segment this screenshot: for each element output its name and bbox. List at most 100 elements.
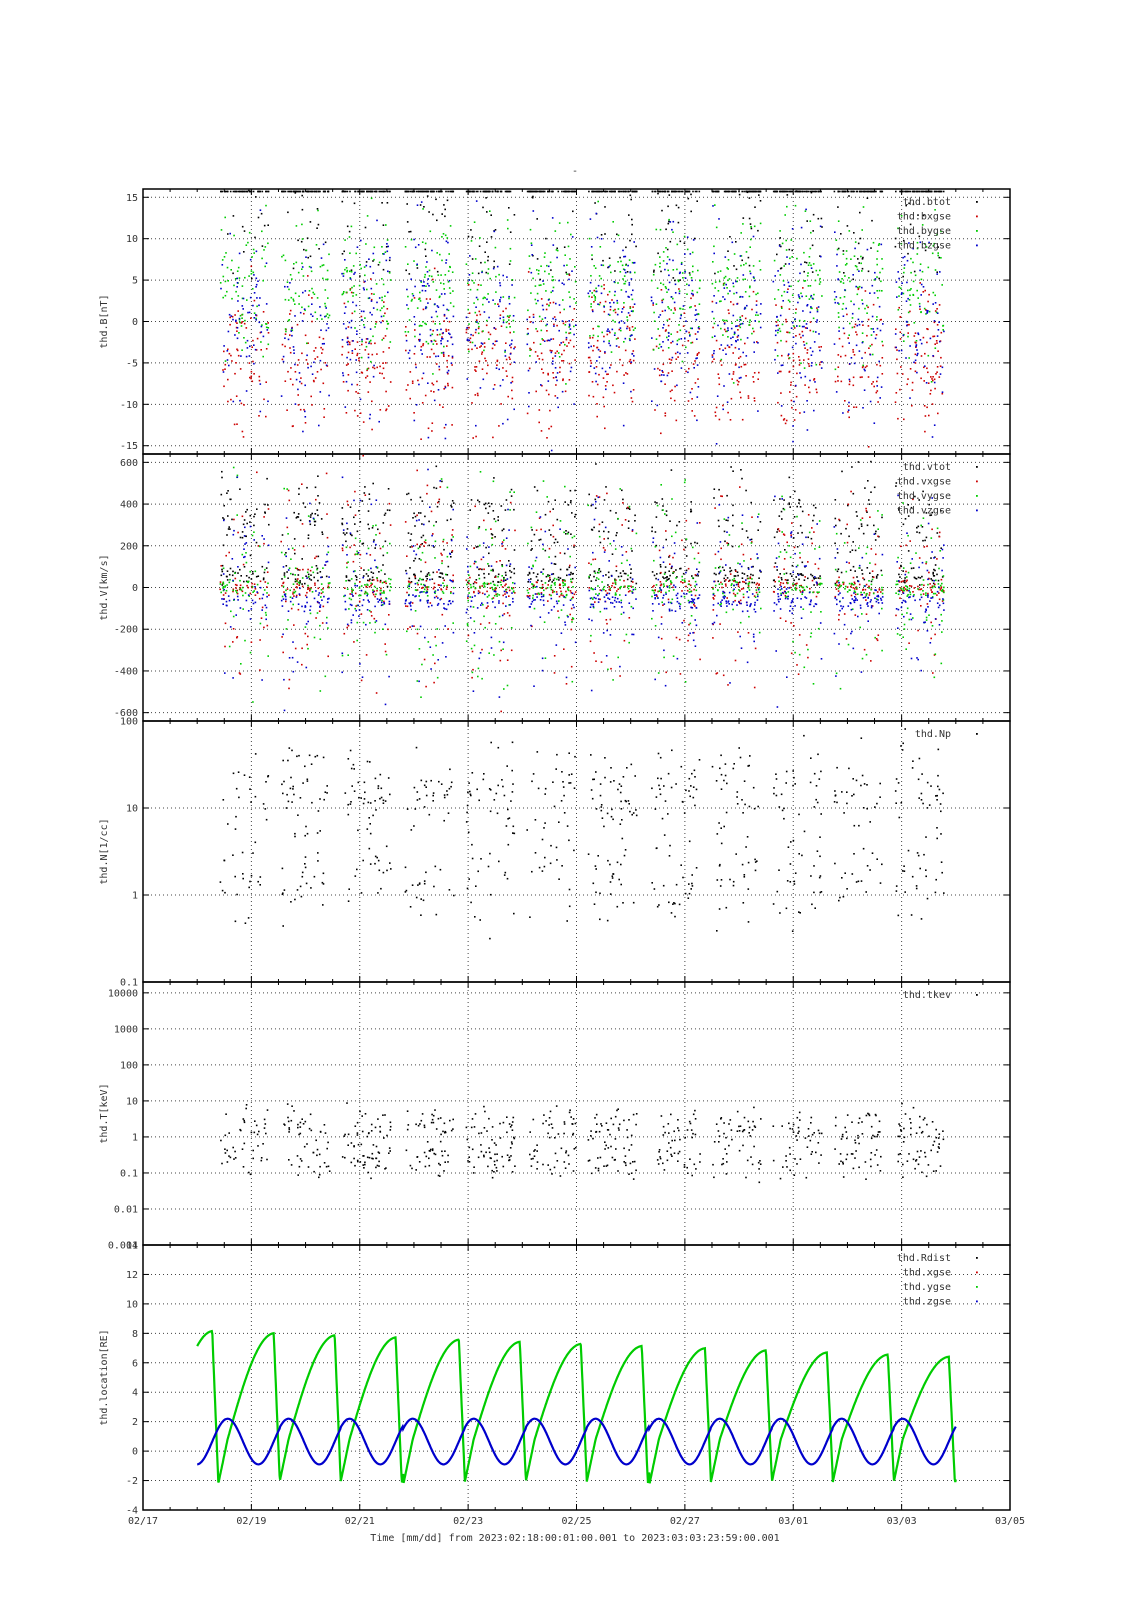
data-point [295,261,298,264]
data-point [603,340,605,343]
data-point [753,400,756,402]
data-point [248,362,251,364]
data-point [343,250,345,253]
data-point [842,190,845,193]
data-point [859,376,862,379]
data-point [511,397,514,400]
data-point [623,341,625,343]
data-point [499,300,501,303]
data-point [733,265,735,267]
data-point [876,290,878,292]
data-point [895,346,897,349]
data-point [485,507,487,510]
data-point [568,342,570,344]
data-point [435,355,437,358]
data-point [289,313,291,315]
data-point [910,567,913,570]
data-point [594,601,596,603]
data-point [750,558,752,560]
data-point [874,190,876,193]
data-point [483,576,486,579]
data-point [324,302,326,305]
data-point [513,347,515,350]
data-point [569,613,571,616]
data-point [659,228,662,231]
data-point [587,356,590,359]
data-point [561,190,563,193]
data-point [903,586,905,589]
data-point [502,321,505,324]
data-point [295,190,297,193]
data-point [861,286,863,289]
data-point [804,261,806,263]
data-point [492,190,494,193]
data-point [924,352,926,355]
data-point [298,487,300,490]
data-point [603,499,606,501]
data-point [928,414,930,417]
data-point [749,286,751,289]
data-point [371,353,374,356]
data-point [590,246,593,248]
data-point [795,576,797,578]
data-point [304,384,306,387]
data-point [262,577,265,579]
data-point [382,337,385,340]
data-point [866,334,868,337]
data-point [505,574,507,576]
data-point [432,571,435,574]
data-point [697,313,700,315]
data-point [446,519,449,522]
data-point [486,590,488,593]
data-point [716,190,719,193]
data-point [360,267,362,270]
data-point [444,234,447,237]
data-point [786,579,788,582]
data-point [591,296,593,298]
data-point [599,190,602,193]
data-point [798,319,801,322]
data-point [563,246,566,248]
data-point [372,593,375,596]
data-point [562,360,565,362]
data-point [548,427,550,430]
data-point [772,579,775,582]
data-point [718,418,721,421]
data-point [877,297,879,299]
data-point [302,430,304,433]
data-point [873,385,875,388]
data-point [236,636,238,639]
data-point [224,360,227,362]
data-point [595,579,597,582]
data-point [431,249,433,252]
data-point [879,271,881,274]
data-point [313,520,316,523]
data-point [414,363,417,366]
data-point [294,578,297,580]
data-point [490,503,493,505]
data-point [900,545,902,548]
data-point [838,303,840,305]
data-point [308,578,311,580]
data-point [713,322,716,325]
data-point [593,345,595,347]
data-point [881,267,884,270]
data-point [504,509,507,511]
data-point [467,348,470,351]
data-point [429,298,431,300]
data-point [938,304,941,306]
data-point [593,367,596,369]
data-point [777,324,779,327]
data-point [674,352,677,355]
data-point [671,356,674,359]
data-point [591,254,593,256]
data-point [940,331,943,334]
data-point [802,574,804,577]
data-point [922,291,925,293]
data-point [589,359,592,362]
data-point [319,265,322,268]
data-point [787,288,789,290]
data-point [906,281,908,284]
data-point [386,239,389,241]
data-point [417,244,420,246]
